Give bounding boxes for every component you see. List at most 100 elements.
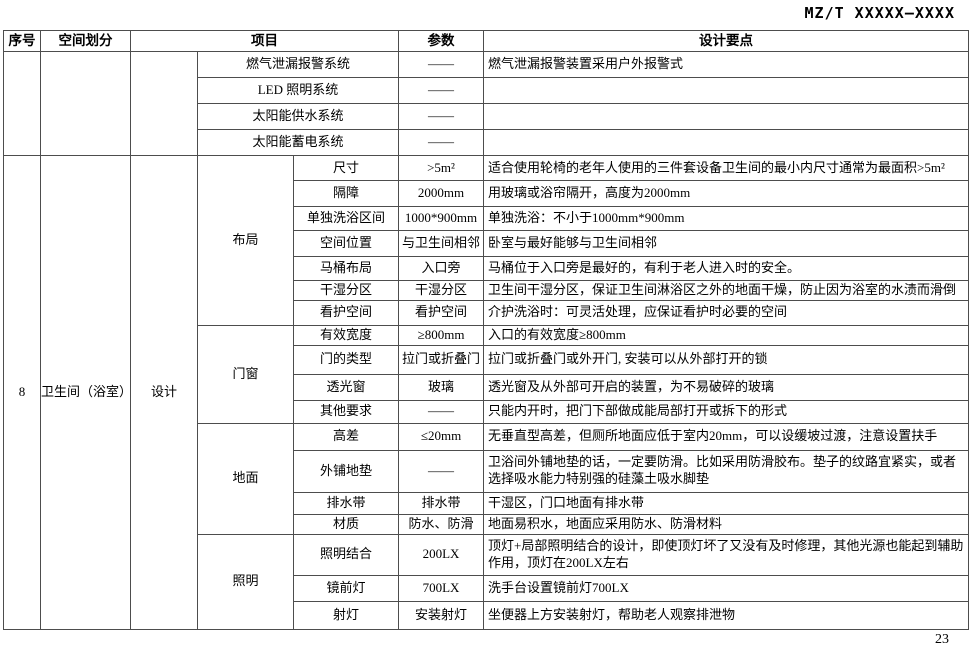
param-cell: 干湿分区 [398, 280, 485, 301]
points-cell: 只能内开时，把门下部做成能局部打开或拆下的形式 [483, 399, 970, 424]
points-cell [483, 103, 970, 130]
table-row: 太阳能蓄电系统 —— [4, 129, 970, 156]
table-row: 太阳能供水系统 —— [4, 103, 970, 130]
param-cell: 拉门或折叠门 [398, 344, 485, 375]
category-cell-empty [130, 51, 198, 156]
table-row: 材质 防水、防滑 地面易积水，地面应采用防水、防滑材料 [4, 513, 970, 535]
points-cell: 适合使用轮椅的老年人使用的三件套设备卫生间的最小内尺寸通常为最面积>5m² [483, 155, 970, 181]
param-cell: 看护空间 [398, 299, 485, 326]
item-cell: 其他要求 [292, 399, 400, 424]
points-cell: 卫生间干湿分区，保证卫生间淋浴区之外的地面干燥，防止因为浴室的水渍而滑倒 [483, 280, 970, 301]
document-code: MZ/T XXXXX—XXXX [804, 4, 955, 22]
category-cell: 设计 [130, 155, 198, 630]
param-cell: 玻璃 [398, 373, 485, 401]
item-cell: 透光窗 [292, 373, 400, 401]
table-row: 单独洗浴区间 1000*900mm 单独洗浴：不小于1000mm*900mm [4, 206, 970, 231]
group-cell-floor: 地面 [197, 422, 294, 535]
col-header-item: 项目 [129, 30, 400, 52]
space-cell: 卫生间（浴室） [40, 155, 131, 630]
points-cell: 马桶位于入口旁是最好的，有利于老人进入时的安全。 [483, 256, 970, 281]
param-cell: 200LX [398, 533, 485, 576]
table-row: 门的类型 拉门或折叠门 拉门或折叠门或外开门, 安装可以从外部打开的锁 [4, 344, 970, 375]
points-cell [483, 77, 970, 104]
param-cell: 与卫生间相邻 [398, 230, 485, 257]
col-header-param: 参数 [398, 30, 485, 52]
points-cell: 干湿区，门口地面有排水带 [483, 491, 970, 515]
points-cell: 无垂直型高差，但厕所地面应低于室内20mm，可以设缓坡过渡，注意设置扶手 [483, 422, 970, 451]
points-cell: 卧室与最好能够与卫生间相邻 [483, 230, 970, 257]
points-cell [483, 129, 970, 156]
param-cell: >5m² [398, 155, 485, 181]
table-row: 其他要求 —— 只能内开时，把门下部做成能局部打开或拆下的形式 [4, 399, 970, 424]
col-header-points: 设计要点 [483, 30, 970, 52]
points-cell: 入口的有效宽度≥800mm [483, 324, 970, 346]
item-cell: 射灯 [292, 600, 400, 630]
item-cell: 尺寸 [292, 155, 400, 181]
table-row: 外铺地垫 —— 卫浴间外铺地垫的话，一定要防滑。比如采用防滑胶布。垫子的纹路宜紧… [4, 449, 970, 493]
table-row: 隔障 2000mm 用玻璃或浴帘隔开，高度为2000mm [4, 180, 970, 207]
item-cell: 高差 [292, 422, 400, 451]
page-number: 23 [935, 632, 949, 647]
item-cell: 单独洗浴区间 [292, 206, 400, 231]
table-row: 镜前灯 700LX 洗手台设置镜前灯700LX [4, 574, 970, 602]
seq-cell: 8 [3, 155, 41, 630]
group-cell-doors: 门窗 [197, 324, 294, 424]
item-cell: 空间位置 [292, 230, 400, 257]
param-cell: 1000*900mm [398, 206, 485, 231]
points-cell: 顶灯+局部照明结合的设计，即使顶灯坏了又没有及时修理，其他光源也能起到辅助作用，… [483, 533, 970, 576]
item-cell: 看护空间 [292, 299, 400, 326]
item-cell: 镜前灯 [292, 574, 400, 602]
points-cell: 地面易积水，地面应采用防水、防滑材料 [483, 513, 970, 535]
param-cell: ≥800mm [398, 324, 485, 346]
param-cell: ≤20mm [398, 422, 485, 451]
param-cell: 安装射灯 [398, 600, 485, 630]
item-cell: 有效宽度 [292, 324, 400, 346]
points-cell: 洗手台设置镜前灯700LX [483, 574, 970, 602]
table-row: 透光窗 玻璃 透光窗及从外部可开启的装置，为不易破碎的玻璃 [4, 373, 970, 401]
item-cell: LED 照明系统 [196, 77, 400, 104]
header-row: 序号 空间划分 项目 参数 设计要点 [3, 30, 970, 52]
points-cell: 透光窗及从外部可开启的装置，为不易破碎的玻璃 [483, 373, 970, 401]
space-cell-empty [40, 51, 131, 156]
param-cell: 入口旁 [398, 256, 485, 281]
item-cell: 燃气泄漏报警系统 [196, 51, 400, 78]
param-cell: —— [398, 399, 485, 424]
points-cell: 用玻璃或浴帘隔开，高度为2000mm [483, 180, 970, 207]
spec-table: 序号 空间划分 项目 参数 设计要点 燃气泄漏报警系统 —— 燃气泄漏报警装置采… [3, 30, 970, 630]
group-cell-layout: 布局 [197, 155, 294, 326]
param-cell: —— [398, 449, 485, 493]
points-cell: 燃气泄漏报警装置采用户外报警式 [483, 51, 970, 78]
seq-cell-empty [3, 51, 41, 156]
param-cell: —— [398, 129, 485, 156]
table-row: 8 卫生间（浴室） 设计 布局 尺寸 >5m² 适合使用轮椅的老年人使用的三件套… [3, 155, 970, 630]
item-cell: 门的类型 [292, 344, 400, 375]
table-row: 照明 照明结合 200LX 顶灯+局部照明结合的设计，即使顶灯坏了又没有及时修理… [4, 533, 970, 630]
col-header-seq: 序号 [3, 30, 41, 52]
table-row: 燃气泄漏报警系统 —— 燃气泄漏报警装置采用户外报警式 [3, 51, 970, 156]
table-row: 看护空间 看护空间 介护洗浴时：可灵活处理，应保证看护时必要的空间 [4, 299, 970, 326]
param-cell: 700LX [398, 574, 485, 602]
item-cell: 干湿分区 [292, 280, 400, 301]
table-row: 射灯 安装射灯 坐便器上方安装射灯，帮助老人观察排泄物 [4, 600, 970, 630]
item-cell: 外铺地垫 [292, 449, 400, 493]
param-cell: 2000mm [398, 180, 485, 207]
item-cell: 排水带 [292, 491, 400, 515]
table-row: 干湿分区 干湿分区 卫生间干湿分区，保证卫生间淋浴区之外的地面干燥，防止因为浴室… [4, 280, 970, 301]
col-header-space: 空间划分 [40, 30, 131, 52]
param-cell: —— [398, 77, 485, 104]
points-cell: 介护洗浴时：可灵活处理，应保证看护时必要的空间 [483, 299, 970, 326]
item-cell: 太阳能蓄电系统 [196, 129, 400, 156]
points-cell: 单独洗浴：不小于1000mm*900mm [483, 206, 970, 231]
table-row: 马桶布局 入口旁 马桶位于入口旁是最好的，有利于老人进入时的安全。 [4, 256, 970, 281]
param-cell: 防水、防滑 [398, 513, 485, 535]
item-cell: 太阳能供水系统 [196, 103, 400, 130]
param-cell: —— [398, 103, 485, 130]
points-cell: 坐便器上方安装射灯，帮助老人观察排泄物 [483, 600, 970, 630]
item-cell: 隔障 [292, 180, 400, 207]
param-cell: 排水带 [398, 491, 485, 515]
param-cell: —— [398, 51, 485, 78]
item-cell: 照明结合 [292, 533, 400, 576]
points-cell: 卫浴间外铺地垫的话，一定要防滑。比如采用防滑胶布。垫子的纹路宜紧实，或者选择吸水… [483, 449, 970, 493]
points-cell: 拉门或折叠门或外开门, 安装可以从外部打开的锁 [483, 344, 970, 375]
